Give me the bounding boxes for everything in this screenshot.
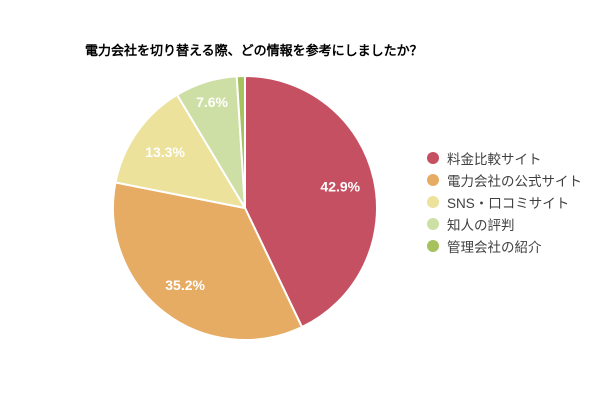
- legend-item: 管理会社の紹介: [427, 235, 582, 257]
- pie-slice[interactable]: [244, 75, 378, 329]
- pie-slice[interactable]: [114, 93, 246, 209]
- legend-label: 料金比較サイト: [447, 152, 542, 167]
- legend-swatch-icon: [427, 240, 439, 252]
- slice-percent-label: 7.6%: [196, 94, 228, 110]
- slice-percent-label: 13.3%: [145, 144, 185, 160]
- pie-slice[interactable]: [235, 75, 246, 209]
- legend-label: SNS・口コミサイト: [447, 196, 570, 211]
- legend-label: 管理会社の紹介: [447, 240, 542, 255]
- slice-percent-label: 42.9%: [320, 178, 360, 194]
- legend-item: 電力会社の公式サイト: [427, 169, 582, 191]
- legend-item: 料金比較サイト: [427, 147, 582, 169]
- legend-swatch-icon: [427, 174, 439, 186]
- chart-title: 電力会社を切り替える際、どの情報を参考にしましたか？: [85, 43, 423, 58]
- legend-item: SNS・口コミサイト: [427, 191, 582, 213]
- legend-swatch-icon: [427, 218, 439, 230]
- legend: 料金比較サイト 電力会社の公式サイト SNS・口コミサイト 知人の評判 管理会社…: [427, 147, 582, 257]
- slice-percent-label: 35.2%: [165, 277, 205, 293]
- legend-swatch-icon: [427, 196, 439, 208]
- legend-item: 知人の評判: [427, 213, 582, 235]
- legend-label: 電力会社の公式サイト: [447, 174, 582, 189]
- legend-label: 知人の評判: [447, 218, 515, 233]
- legend-swatch-icon: [427, 152, 439, 164]
- pie-slice[interactable]: [112, 181, 303, 341]
